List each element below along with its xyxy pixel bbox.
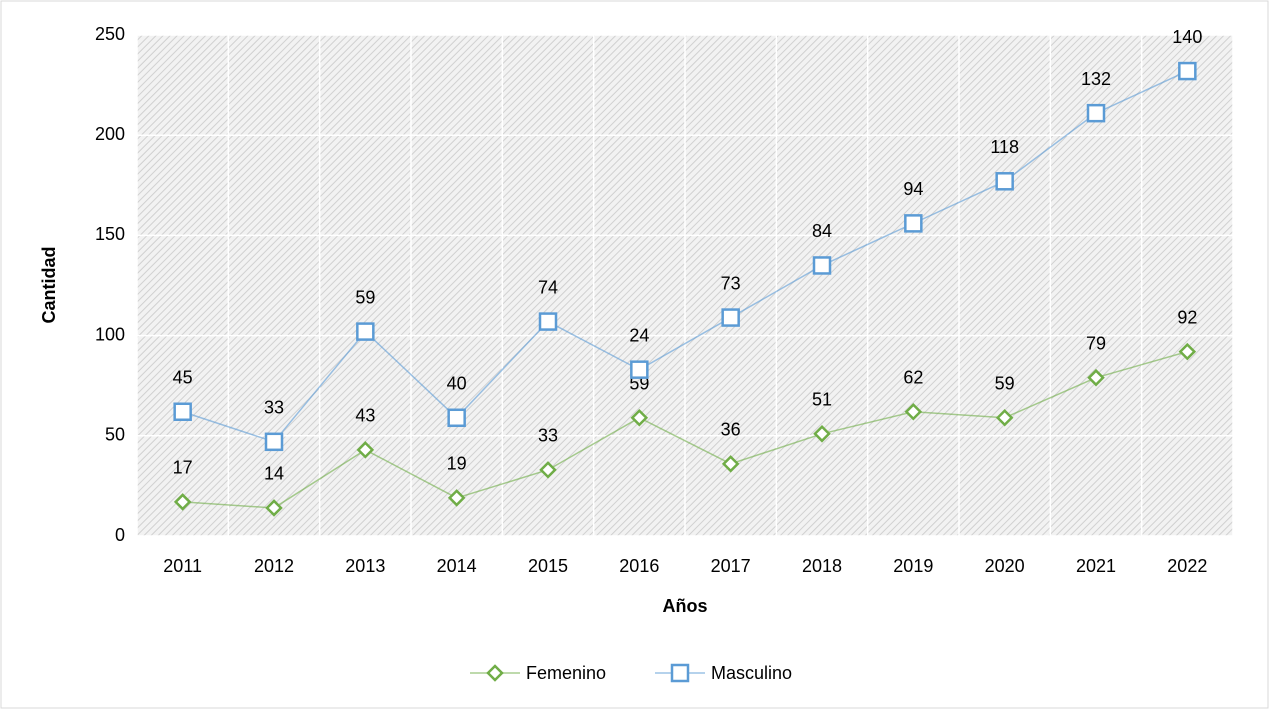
data-label: 43: [355, 406, 375, 426]
legend-label: Masculino: [711, 663, 792, 683]
marker: [630, 408, 649, 427]
data-label: 84: [812, 221, 832, 241]
y-tick-label: 200: [95, 124, 125, 144]
series-line: [182, 70, 1188, 443]
marker: [447, 489, 466, 507]
series-line: [182, 350, 1188, 509]
marker: [721, 308, 740, 327]
x-tick-label: 2020: [985, 556, 1025, 576]
marker: [538, 312, 558, 331]
marker: [995, 172, 1014, 191]
data-label: 62: [903, 368, 923, 388]
data-label: 79: [1086, 333, 1106, 353]
data-label: 19: [447, 454, 467, 474]
data-label: 59: [355, 287, 375, 307]
marker: [447, 408, 466, 428]
data-label: 73: [721, 273, 741, 293]
x-tick-label: 2017: [711, 556, 751, 576]
legend-label: Femenino: [526, 663, 606, 683]
marker: [813, 425, 831, 443]
data-label: 94: [903, 179, 923, 199]
marker: [721, 455, 740, 473]
data-label: 17: [173, 458, 193, 478]
y-axis-label: Cantidad: [39, 246, 59, 323]
y-tick-label: 0: [115, 525, 125, 545]
marker: [1178, 61, 1197, 81]
marker: [995, 408, 1014, 427]
marker: [356, 441, 375, 459]
marker: [904, 214, 923, 233]
marker: [812, 256, 832, 275]
x-axis-label: Años: [663, 596, 708, 616]
marker: [265, 499, 283, 517]
data-label: 51: [812, 390, 832, 410]
x-tick-label: 2021: [1076, 556, 1116, 576]
marker: [264, 432, 284, 452]
data-label: 24: [629, 325, 649, 345]
data-label: 14: [264, 464, 284, 484]
x-tick-label: 2022: [1167, 556, 1207, 576]
data-label: 36: [721, 420, 741, 440]
x-tick-label: 2018: [802, 556, 842, 576]
x-tick-label: 2019: [893, 556, 933, 576]
data-label: 33: [538, 426, 558, 446]
y-tick-label: 250: [95, 24, 125, 44]
x-tick-label: 2016: [619, 556, 659, 576]
y-tick-label: 50: [105, 425, 125, 445]
x-tick-label: 2014: [437, 556, 477, 576]
data-label: 132: [1081, 69, 1111, 89]
y-tick-label: 150: [95, 224, 125, 244]
marker: [1178, 342, 1197, 361]
data-label: 40: [447, 374, 467, 394]
x-tick-label: 2013: [345, 556, 385, 576]
data-label: 45: [173, 368, 193, 388]
x-tick-label: 2011: [163, 556, 202, 576]
y-tick-label: 100: [95, 324, 125, 344]
x-tick-label: 2012: [254, 556, 294, 576]
marker: [630, 360, 649, 379]
legend-marker: [486, 664, 504, 682]
legend-marker: [670, 663, 690, 683]
marker: [173, 493, 192, 511]
marker: [356, 322, 375, 341]
marker: [904, 402, 923, 421]
x-tick-label: 2015: [528, 556, 568, 576]
data-label: 118: [990, 137, 1019, 157]
marker: [1086, 103, 1106, 123]
data-label: 140: [1172, 27, 1202, 47]
marker: [173, 402, 192, 422]
data-label: 33: [264, 398, 284, 418]
data-label: 74: [538, 277, 558, 297]
marker: [1087, 368, 1105, 387]
marker: [539, 461, 557, 479]
data-label: 92: [1177, 307, 1197, 327]
data-label: 59: [995, 374, 1015, 394]
